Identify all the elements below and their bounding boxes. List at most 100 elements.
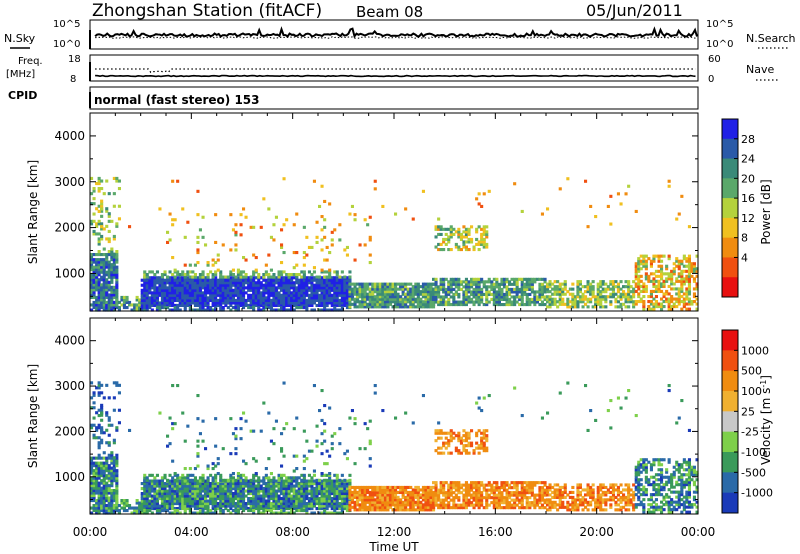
velocity-cell: [229, 502, 233, 506]
velocity-cell: [414, 495, 418, 499]
velocity-cell: [315, 484, 319, 488]
power-cell: [145, 293, 149, 297]
power-cell: [201, 293, 205, 297]
power-cell: [333, 286, 337, 290]
power-cell: [677, 262, 681, 266]
velocity-cell: [414, 503, 418, 507]
power-cell: [153, 281, 157, 285]
power-cell: [140, 291, 144, 295]
power-cell: [439, 287, 443, 291]
power-cell: [510, 277, 514, 281]
velocity-cell: [254, 502, 258, 506]
velocity-cell: [110, 496, 114, 500]
power-cell: [401, 302, 405, 306]
velocity-cell: [325, 511, 329, 515]
power-cell: [649, 302, 653, 306]
power-cell: [690, 267, 694, 271]
power-cell: [242, 283, 246, 287]
power-cell: [667, 272, 671, 276]
velocity-cell: [338, 502, 342, 506]
power-cell: [644, 284, 648, 288]
power-cell: [206, 308, 210, 312]
velocity-cell: [358, 503, 362, 507]
velocity-cell: [310, 497, 314, 501]
velocity-cell: [280, 507, 284, 511]
velocity-cell: [323, 507, 327, 511]
power-cell: [556, 290, 560, 294]
power-cell: [340, 288, 344, 292]
power-cell: [196, 240, 200, 244]
power-cell: [92, 293, 96, 297]
power-cell: [495, 290, 499, 294]
power-cell: [140, 308, 144, 312]
velocity-cell: [201, 502, 205, 506]
power-cell: [105, 253, 109, 257]
power-cell: [376, 295, 380, 299]
power-cell: [198, 301, 202, 305]
power-cell: [386, 297, 390, 301]
power-cell: [492, 300, 496, 304]
power-cell: [546, 295, 550, 299]
power-cell: [267, 291, 271, 295]
velocity-cell: [371, 498, 375, 502]
velocity-cell: [198, 502, 202, 506]
velocity-cell: [416, 508, 420, 512]
power-cell: [591, 305, 595, 309]
velocity-cell: [148, 504, 152, 508]
velocity-cell: [158, 504, 162, 508]
power-cell: [330, 281, 334, 285]
velocity-cell: [325, 502, 329, 506]
power-cell: [573, 297, 577, 301]
velocity-cell: [429, 505, 433, 509]
power-cell: [318, 286, 322, 290]
velocity-cell: [269, 511, 273, 515]
power-cell: [125, 300, 129, 304]
power-cell: [573, 300, 577, 304]
power-cell: [470, 290, 474, 294]
velocity-cell: [305, 487, 309, 491]
power-cell: [434, 225, 438, 229]
power-cell: [667, 254, 671, 258]
velocity-cell: [267, 476, 271, 480]
velocity-cell: [176, 494, 180, 498]
power-cell: [236, 291, 240, 295]
power-cell: [295, 263, 299, 267]
power-cell: [178, 276, 182, 280]
power-cell: [551, 292, 555, 296]
power-cell: [350, 204, 354, 208]
power-cell: [480, 287, 484, 291]
velocity-cell: [302, 507, 306, 511]
power-cell: [467, 248, 471, 252]
power-cell: [358, 300, 362, 304]
power-cell: [100, 187, 104, 191]
velocity-cell: [145, 487, 149, 491]
power-cell: [604, 305, 608, 309]
power-cell: [637, 284, 641, 288]
velocity-cell: [100, 469, 104, 473]
power-cell: [426, 300, 430, 304]
power-cell: [92, 275, 96, 279]
velocity-cell: [110, 489, 114, 493]
velocity-cell: [191, 482, 195, 486]
velocity-cell: [302, 509, 306, 513]
power-cell: [102, 247, 106, 251]
power-cell: [115, 255, 119, 259]
velocity-cell: [272, 482, 276, 486]
velocity-cell: [92, 423, 96, 427]
power-cell: [685, 307, 689, 311]
velocity-cell: [277, 497, 281, 501]
power-cell: [444, 232, 448, 236]
power-cell: [110, 253, 114, 257]
velocity-cell: [252, 504, 256, 508]
velocity-cell: [434, 488, 438, 492]
power-cell: [234, 288, 238, 292]
power-cell: [280, 243, 284, 247]
power-cell: [282, 291, 286, 295]
velocity-cell: [406, 490, 410, 494]
velocity-cell: [196, 499, 200, 503]
velocity-cell: [178, 489, 182, 493]
velocity-cell: [424, 503, 428, 507]
power-cell: [452, 292, 456, 296]
velocity-cell: [305, 489, 309, 493]
power-cell: [558, 187, 562, 191]
